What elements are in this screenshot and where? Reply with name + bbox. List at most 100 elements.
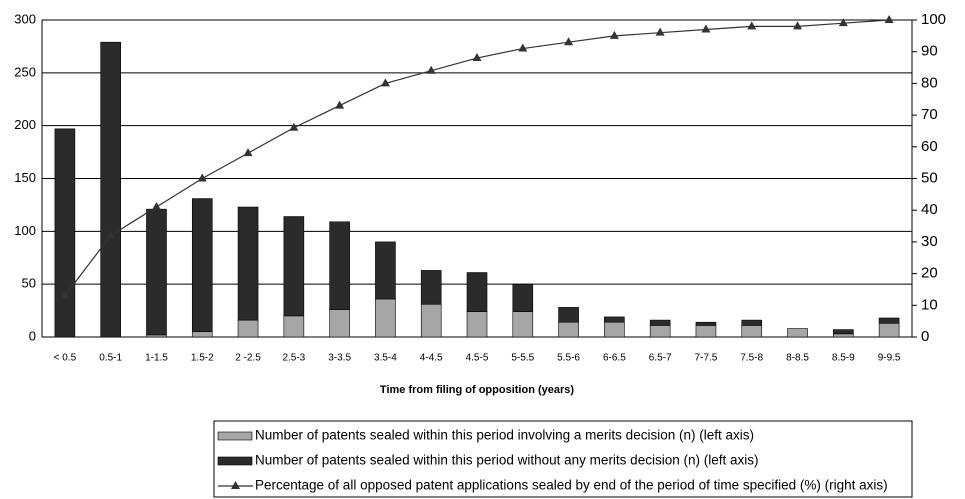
legend-label: Number of patents sealed within this per… — [255, 453, 758, 468]
bar — [741, 325, 763, 338]
y-tick-label: 0 — [29, 328, 36, 343]
y2-tick-label: 40 — [921, 201, 938, 218]
line — [64, 19, 890, 297]
x-tick-label: 2 -2.5 — [235, 353, 261, 364]
y-tick-label: 150 — [14, 170, 36, 185]
bar — [558, 307, 579, 323]
legend-box — [213, 420, 913, 498]
legend-label: Number of patents sealed within this per… — [255, 428, 754, 443]
marker — [106, 230, 116, 239]
legend-swatch — [217, 431, 253, 441]
y-tick-label: 300 — [14, 11, 36, 26]
marker — [655, 27, 665, 36]
x-tick-label: 1-1.5 — [145, 353, 168, 364]
bar — [283, 216, 305, 317]
marker — [60, 290, 70, 299]
bar — [54, 128, 76, 338]
y2-tick-label: 90 — [921, 43, 938, 60]
bar — [100, 41, 121, 338]
x-tick-label: < 0.5 — [54, 353, 77, 364]
marker — [380, 78, 390, 87]
marker — [838, 18, 848, 27]
x-tick-label: 7-7.5 — [695, 353, 718, 364]
y2-tick-label: 30 — [921, 233, 938, 250]
x-tick-label: 7.5-8 — [740, 353, 763, 364]
y-tick-label: 200 — [14, 117, 36, 132]
x-tick-label: 0.5-1 — [99, 353, 122, 364]
marker — [564, 37, 574, 46]
bar — [375, 298, 396, 338]
bar — [512, 283, 534, 312]
marker — [518, 43, 528, 52]
bar — [558, 321, 579, 338]
bar — [649, 325, 671, 338]
y2-tick-label: 70 — [921, 106, 938, 123]
bar — [283, 315, 305, 338]
legend-label: Percentage of all opposed patent applica… — [255, 478, 888, 493]
bar — [833, 333, 854, 338]
x-axis-title: Time from filing of opposition (years) — [380, 384, 574, 396]
bar — [329, 221, 350, 310]
x-tick-label: 6.5-7 — [649, 353, 672, 364]
y2-tick-label: 60 — [921, 138, 938, 155]
bar — [237, 206, 259, 321]
y2-tick-label: 20 — [921, 265, 938, 282]
y2-tick-label: 50 — [921, 169, 938, 186]
y2-tick-label: 10 — [921, 296, 938, 313]
bar — [833, 329, 854, 335]
bar — [146, 208, 167, 336]
bar — [695, 325, 717, 338]
bar — [741, 319, 763, 326]
marker — [243, 148, 253, 157]
marker — [747, 21, 757, 30]
bar — [466, 311, 488, 338]
x-tick-label: 8.5-9 — [832, 353, 855, 364]
bar — [604, 316, 625, 323]
bar — [191, 331, 213, 338]
legend-swatch — [217, 456, 253, 466]
y2-tick-label: 80 — [921, 74, 938, 91]
bar — [512, 311, 534, 338]
x-tick-label: 9-9.5 — [878, 353, 901, 364]
marker — [609, 30, 619, 39]
marker — [701, 24, 711, 33]
y2-tick-label: 0 — [921, 328, 929, 345]
marker — [289, 122, 299, 131]
x-tick-label: 3.5-4 — [374, 353, 397, 364]
bar — [191, 198, 213, 333]
marker — [151, 202, 161, 211]
bar — [420, 303, 442, 338]
bar — [878, 322, 900, 338]
bar — [466, 272, 488, 312]
y-tick-label: 250 — [14, 64, 36, 79]
y-tick-label: 100 — [14, 223, 36, 238]
y-tick-label: 50 — [22, 276, 36, 291]
x-tick-label: 1.5-2 — [191, 353, 214, 364]
x-tick-label: 5.5-6 — [557, 353, 580, 364]
bar — [329, 309, 350, 338]
x-tick-label: 4.5-5 — [466, 353, 489, 364]
bar — [420, 270, 442, 305]
x-tick-label: 4-4.5 — [420, 353, 443, 364]
x-tick-label: 5-5.5 — [511, 353, 534, 364]
marker — [884, 15, 894, 23]
bar — [649, 319, 671, 326]
bar — [604, 321, 625, 338]
bar — [878, 317, 900, 324]
bar — [787, 328, 808, 338]
marker — [472, 53, 482, 62]
marker — [793, 21, 803, 30]
y2-tick-label: 100 — [921, 11, 946, 28]
x-tick-label: 2.5-3 — [282, 353, 305, 364]
legend-marker — [231, 481, 240, 489]
bar — [375, 241, 396, 300]
bar — [695, 321, 717, 326]
bar — [146, 334, 167, 338]
marker — [426, 65, 436, 74]
x-tick-label: 3-3.5 — [328, 353, 351, 364]
bar — [237, 319, 259, 338]
x-tick-label: 6-6.5 — [603, 353, 626, 364]
marker — [197, 173, 207, 182]
marker — [335, 100, 345, 109]
